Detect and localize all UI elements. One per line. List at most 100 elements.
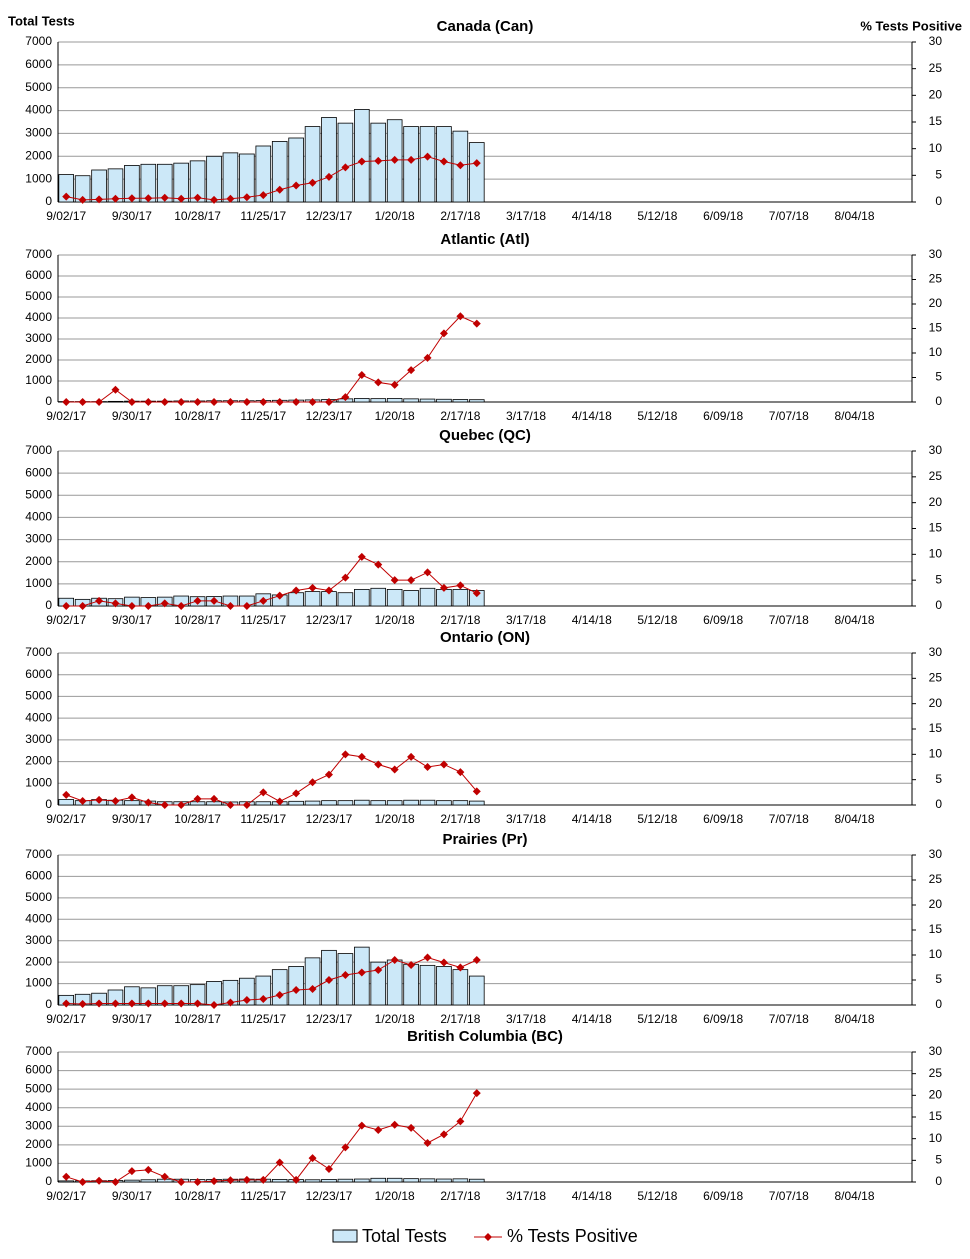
y2-tick-label: 30 — [929, 847, 943, 861]
marker — [292, 586, 301, 595]
marker — [259, 1175, 268, 1184]
y2-tick-label: 5 — [935, 972, 942, 986]
marker — [160, 398, 169, 406]
marker — [472, 956, 481, 964]
bar — [58, 1180, 75, 1183]
marker — [374, 560, 383, 569]
x-tick-label: 1/20/18 — [375, 613, 415, 627]
marker — [226, 602, 235, 610]
y2-tick-label: 25 — [929, 872, 943, 886]
y-tick-label: 1000 — [25, 373, 52, 387]
y2-tick-label: 0 — [935, 394, 942, 408]
marker — [226, 398, 235, 406]
marker — [160, 599, 169, 608]
x-tick-label: 2/17/18 — [440, 1012, 480, 1026]
x-tick-label: 9/30/17 — [112, 209, 152, 223]
marker — [226, 194, 235, 203]
y-tick-label: 3000 — [25, 1118, 52, 1132]
y2-tick-label: 20 — [929, 88, 943, 102]
marker — [390, 380, 399, 389]
marker — [78, 1000, 87, 1008]
marker — [324, 586, 333, 595]
y-tick-label: 3000 — [25, 933, 52, 947]
marker — [439, 329, 448, 338]
marker — [193, 999, 202, 1008]
bar — [403, 963, 419, 1006]
x-tick-label: 6/09/18 — [703, 409, 743, 423]
y2-tick-label: 25 — [929, 272, 943, 286]
x-tick-label: 2/17/18 — [440, 209, 480, 223]
y-tick-label: 4000 — [25, 103, 52, 117]
marker — [407, 576, 416, 585]
x-tick-label: 10/28/17 — [174, 1189, 221, 1203]
bar — [304, 591, 321, 607]
bar — [436, 398, 452, 403]
bar — [452, 399, 469, 403]
bar — [255, 145, 272, 203]
marker — [160, 1172, 169, 1181]
marker — [357, 752, 366, 761]
x-tick-label: 4/14/18 — [572, 209, 612, 223]
chart-title: British Columbia (BC) — [407, 1028, 563, 1045]
x-tick-label: 9/30/17 — [112, 409, 152, 423]
marker — [472, 787, 481, 796]
marker — [259, 398, 268, 406]
chart-title: Prairies (Pr) — [442, 831, 527, 848]
y2-tick-label: 15 — [929, 922, 943, 936]
y2-tick-label: 0 — [935, 797, 942, 811]
marker — [193, 1178, 202, 1186]
y2-tick-label: 10 — [929, 141, 943, 155]
marker — [177, 801, 186, 809]
y-tick-label: 6000 — [25, 667, 52, 681]
bar — [370, 1177, 387, 1183]
x-tick-label: 3/17/18 — [506, 613, 546, 627]
marker — [111, 1178, 120, 1186]
chart-title: Atlantic (Atl) — [440, 231, 529, 248]
y-tick-label: 3000 — [25, 732, 52, 746]
y2-axis-label: % Tests Positive — [860, 18, 962, 33]
y-tick-label: 5000 — [25, 289, 52, 303]
marker — [407, 961, 416, 969]
bar — [468, 142, 485, 203]
marker — [390, 576, 399, 585]
marker — [210, 1177, 219, 1186]
y2-tick-label: 10 — [929, 547, 943, 561]
marker — [160, 999, 169, 1008]
bar — [403, 398, 419, 403]
marker — [472, 319, 481, 328]
y-tick-label: 5000 — [25, 487, 52, 501]
marker — [275, 797, 284, 806]
marker — [472, 1089, 481, 1098]
y-tick-label: 4000 — [25, 1100, 52, 1114]
marker — [357, 968, 366, 977]
y-tick-label: 3000 — [25, 532, 52, 546]
marker — [144, 602, 153, 610]
x-tick-label: 12/23/17 — [306, 613, 353, 627]
y-tick-label: 0 — [45, 394, 52, 408]
x-tick-label: 5/12/18 — [637, 409, 677, 423]
marker — [78, 195, 87, 204]
x-tick-label: 4/14/18 — [572, 812, 612, 826]
x-tick-label: 4/14/18 — [572, 1012, 612, 1026]
x-tick-label: 8/04/18 — [834, 1012, 874, 1026]
y-tick-label: 0 — [45, 598, 52, 612]
bar — [304, 126, 321, 203]
x-tick-label: 9/30/17 — [112, 1012, 152, 1026]
x-tick-label: 7/07/18 — [769, 1012, 809, 1026]
bar — [419, 398, 436, 403]
bar — [468, 975, 485, 1006]
marker — [439, 157, 448, 166]
x-tick-label: 9/02/17 — [46, 1189, 86, 1203]
marker — [111, 999, 120, 1008]
y2-tick-label: 5 — [935, 168, 942, 182]
x-tick-label: 10/28/17 — [174, 1012, 221, 1026]
y-tick-label: 3000 — [25, 126, 52, 140]
bar — [321, 1179, 337, 1183]
x-tick-label: 9/02/17 — [46, 409, 86, 423]
marker — [62, 398, 71, 406]
marker — [210, 398, 219, 406]
marker — [177, 999, 186, 1008]
y2-tick-label: 0 — [935, 598, 942, 612]
x-tick-label: 9/30/17 — [112, 613, 152, 627]
